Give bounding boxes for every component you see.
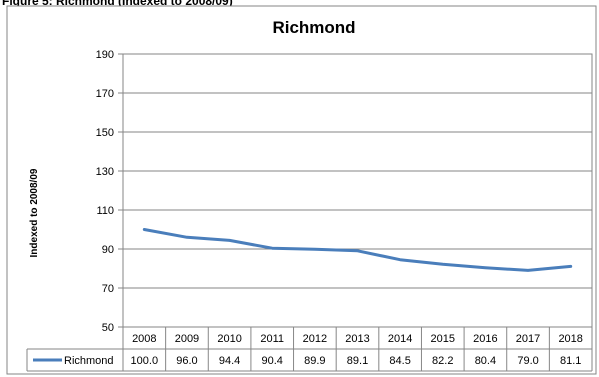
data-point: [271, 247, 274, 250]
y-axis-label: Indexed to 2008/09: [29, 168, 40, 257]
x-category-label: 2014: [388, 333, 412, 345]
data-value-cell: 82.2: [432, 355, 453, 367]
data-point: [569, 265, 572, 268]
data-point: [185, 236, 189, 239]
plot-area: [122, 53, 593, 328]
x-category-label: 2017: [516, 333, 540, 345]
y-axis-ticks: 50 70 90 110 130 150 170 190: [96, 49, 123, 334]
y-tick-label: 90: [102, 244, 114, 256]
data-value-cell: 90.4: [262, 355, 283, 367]
y-tick-label: 190: [96, 49, 114, 61]
x-category-label: 2013: [345, 333, 369, 345]
data-point: [143, 228, 146, 231]
series-lines: [142, 228, 573, 272]
data-point: [356, 249, 359, 252]
data-value-cell: 80.4: [475, 355, 496, 367]
data-table: 2008 2009 2010 2011 2012 2013 2014 2015 2016 2017…: [26, 327, 593, 372]
data-point: [441, 263, 444, 266]
data-point: [484, 266, 487, 269]
data-point: [228, 239, 231, 242]
y-tick-label: 110: [96, 205, 114, 217]
data-value-cell: 79.0: [517, 355, 538, 367]
data-point: [526, 269, 530, 272]
data-point: [398, 258, 402, 261]
gridlines: [123, 53, 592, 289]
y-tick-label: 150: [96, 127, 114, 139]
x-category-label: 2016: [473, 333, 497, 345]
data-value-cell: 94.4: [219, 355, 240, 367]
x-category-label: 2012: [303, 333, 327, 345]
y-tick-label: 70: [102, 283, 114, 295]
data-value-cell: 96.0: [176, 355, 197, 367]
data-value-cell: 84.5: [389, 355, 410, 367]
data-value-cell: 100.0: [131, 355, 159, 367]
x-category-label: 2010: [217, 333, 241, 345]
x-category-label: 2009: [175, 333, 199, 345]
figure-caption: Figure 5: Richmond (Indexed to 2008/09): [2, 0, 233, 8]
y-tick-label: 50: [102, 322, 114, 334]
chart-frame: [6, 5, 597, 375]
x-category-label: 2015: [431, 333, 455, 345]
y-tick-label: 130: [96, 166, 114, 178]
chart-title: Richmond: [272, 18, 355, 37]
y-tick-label: 170: [96, 88, 114, 100]
data-value-cell: 89.9: [304, 355, 325, 367]
data-point: [313, 247, 317, 251]
data-value-cell: 81.1: [560, 355, 581, 367]
data-value-cell: 89.1: [347, 355, 368, 367]
x-category-label: 2011: [260, 333, 284, 345]
x-category-label: 2018: [558, 333, 582, 345]
x-category-label: 2008: [132, 333, 156, 345]
legend-series-name: Richmond: [64, 355, 114, 367]
